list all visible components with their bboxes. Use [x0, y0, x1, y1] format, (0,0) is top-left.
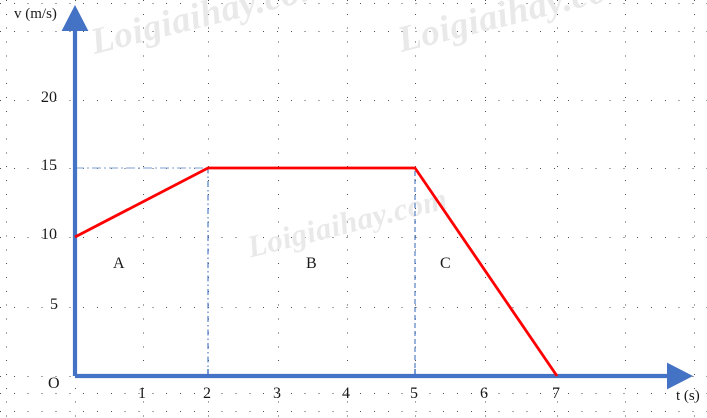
grid-dot-col [485, 0, 486, 418]
grid-dot-row [0, 411, 707, 412]
x-tick-label-5: 5 [410, 385, 418, 402]
y-tick-label-15: 15 [41, 157, 57, 174]
region-label-a: A [113, 255, 125, 272]
y-tick-label-5: 5 [50, 296, 58, 313]
grid-dot-row [0, 100, 707, 101]
grid-dot-col [415, 0, 416, 418]
x-tick-label-6: 6 [480, 385, 488, 402]
grid-dot-col [694, 0, 695, 418]
grid-dot-col [143, 0, 144, 418]
x-tick-label-7: 7 [552, 385, 560, 402]
x-tick-label-1: 1 [138, 385, 146, 402]
grid-dot-col [6, 0, 7, 418]
x-tick-label-4: 4 [342, 385, 350, 402]
grid-dot-row [0, 307, 707, 308]
y-tick-label-10: 10 [41, 226, 57, 243]
y-tick-label-20: 20 [41, 89, 57, 106]
grid-dot-col [278, 0, 279, 418]
grid-dot-row [0, 237, 707, 238]
grid-dot-col [347, 0, 348, 418]
origin-label: O [48, 375, 60, 392]
x-axis-label: t (s) [676, 388, 700, 404]
region-label-c: C [440, 255, 451, 272]
grid-dot-row [0, 31, 707, 32]
x-tick-label-2: 2 [203, 385, 211, 402]
x-tick-label-3: 3 [273, 385, 281, 402]
grid-dot-row [0, 3, 707, 4]
velocity-curve [74, 166, 559, 377]
region-label-b: B [306, 255, 317, 272]
grid-dot-row [0, 393, 707, 394]
y-axis-label: v (m/s) [14, 6, 57, 22]
grid-dot-col [625, 0, 626, 418]
grid-dot-col [557, 0, 558, 418]
